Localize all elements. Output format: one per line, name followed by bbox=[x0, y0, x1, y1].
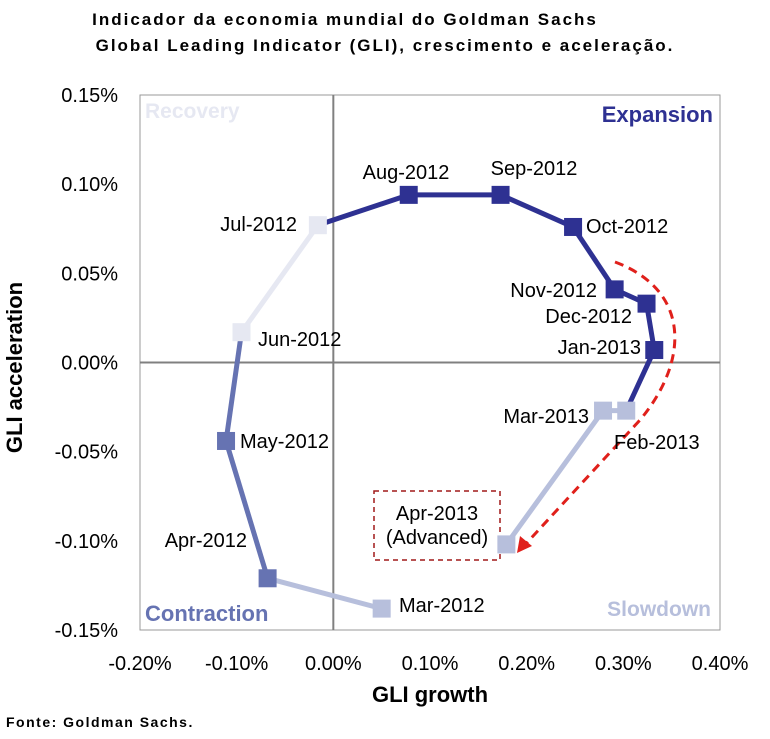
x-tick-label: 0.20% bbox=[498, 653, 555, 675]
data-point-label: Apr-2013 bbox=[396, 503, 478, 525]
data-point-label: Jul-2012 bbox=[220, 214, 297, 236]
data-point-marker bbox=[645, 341, 664, 360]
chart-title-line-1: Indicador da economia mundial do Goldman… bbox=[92, 10, 598, 29]
data-point-marker bbox=[564, 217, 583, 236]
data-point-marker bbox=[617, 401, 636, 420]
data-point-label: May-2012 bbox=[240, 431, 329, 453]
x-tick-label: 0.00% bbox=[305, 653, 362, 675]
series-segment bbox=[504, 409, 606, 546]
data-point-label: Sep-2012 bbox=[491, 158, 578, 180]
data-point-label: Jan-2013 bbox=[558, 337, 641, 359]
source-note: Fonte: Goldman Sachs. bbox=[6, 714, 194, 730]
x-tick-label: 0.30% bbox=[595, 653, 652, 675]
data-point-marker bbox=[399, 185, 418, 204]
series-segment bbox=[223, 440, 270, 580]
data-point-label: Mar-2012 bbox=[399, 595, 485, 617]
quadrant-label-contraction: Contraction bbox=[145, 601, 268, 626]
x-tick-label: 0.10% bbox=[402, 653, 459, 675]
advanced-highlight-box bbox=[373, 490, 501, 561]
data-point-marker bbox=[258, 569, 277, 588]
trend-arrowhead bbox=[517, 536, 532, 553]
quadrant-label-slowdown: Slowdown bbox=[607, 598, 711, 621]
y-tick-label: 0.10% bbox=[61, 174, 118, 196]
quadrant-label-recovery: Recovery bbox=[145, 100, 240, 123]
series-segment bbox=[623, 348, 657, 412]
data-point-marker bbox=[308, 216, 327, 235]
y-tick-label: 0.00% bbox=[61, 353, 118, 375]
series-segment bbox=[239, 223, 320, 334]
y-tick-label: -0.10% bbox=[55, 531, 119, 553]
data-point-label: Apr-2012 bbox=[165, 530, 247, 552]
data-point-marker bbox=[497, 535, 516, 554]
data-point-marker bbox=[232, 323, 251, 342]
data-point-label: Mar-2013 bbox=[503, 406, 589, 428]
series-segment bbox=[266, 575, 383, 612]
data-point-label: Oct-2012 bbox=[586, 216, 668, 238]
data-point-label: Dec-2012 bbox=[545, 306, 632, 328]
chart-title-line-2: Global Leading Indicator (GLI), crescime… bbox=[95, 36, 675, 55]
y-tick-label: 0.15% bbox=[61, 85, 118, 107]
data-point-marker bbox=[605, 280, 624, 299]
data-point-label: Nov-2012 bbox=[510, 280, 597, 302]
data-point-label: Jun-2012 bbox=[258, 329, 341, 351]
data-point-marker bbox=[217, 431, 236, 450]
data-point-marker bbox=[372, 599, 391, 618]
data-point-label: Aug-2012 bbox=[363, 162, 450, 184]
data-point-marker bbox=[491, 185, 510, 204]
data-point-label: Feb-2013 bbox=[614, 432, 700, 454]
series-segment bbox=[499, 192, 575, 230]
data-point-label: (Advanced) bbox=[386, 527, 488, 549]
quadrant-label-expansion: Expansion bbox=[602, 102, 713, 127]
series-segment bbox=[223, 331, 244, 442]
data-point-marker bbox=[594, 401, 613, 420]
x-tick-label: 0.40% bbox=[692, 653, 749, 675]
series-segment bbox=[570, 225, 617, 291]
y-axis-title: GLI acceleration bbox=[2, 282, 27, 453]
y-tick-label: 0.05% bbox=[61, 263, 118, 285]
x-tick-label: -0.20% bbox=[108, 653, 172, 675]
series-segment bbox=[317, 192, 410, 228]
y-tick-label: -0.05% bbox=[55, 442, 119, 464]
y-tick-label: -0.15% bbox=[55, 620, 119, 642]
x-axis-title: GLI growth bbox=[372, 682, 488, 707]
x-tick-label: -0.10% bbox=[205, 653, 269, 675]
data-point-marker bbox=[637, 294, 656, 313]
